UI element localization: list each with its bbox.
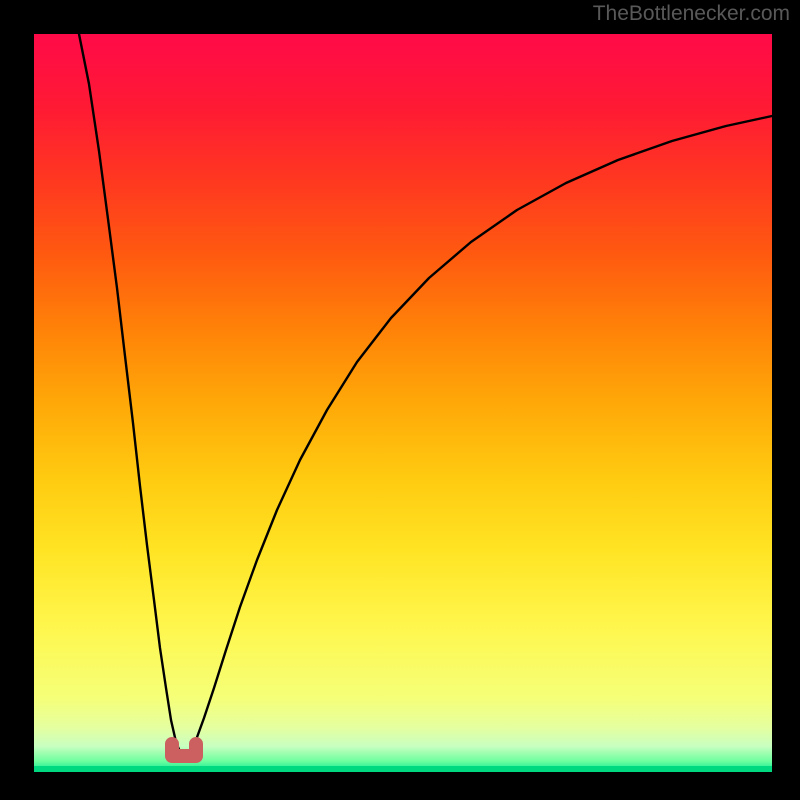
chart-container: TheBottlenecker.com	[0, 0, 800, 800]
bottleneck-curve-plot	[0, 0, 800, 800]
watermark-text: TheBottlenecker.com	[593, 2, 790, 26]
baseline-band	[34, 766, 772, 772]
